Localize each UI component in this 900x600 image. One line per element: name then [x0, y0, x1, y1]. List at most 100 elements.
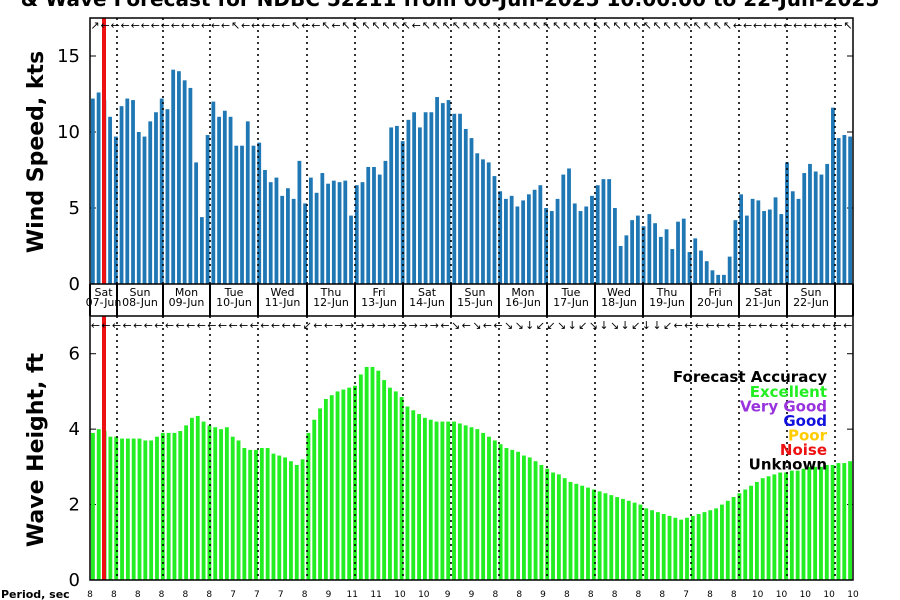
wave-bar [650, 510, 654, 580]
wind-direction-arrow: ↖ [462, 19, 471, 32]
wind-direction-arrow: ← [181, 19, 190, 32]
wind-direction-arrow: ↖ [612, 19, 621, 32]
wind-bar [813, 171, 818, 284]
wave-bar [766, 476, 771, 580]
wind-bar [240, 145, 244, 284]
period-value: 8 [183, 590, 189, 600]
day-label-date: 12-Jun [313, 296, 349, 309]
wind-bar [710, 270, 715, 284]
wind-bar [245, 121, 250, 284]
wind-bar [211, 101, 216, 284]
wind-direction-arrow: ↖ [522, 19, 531, 32]
wave-axis-label: Wave Height, ft [24, 352, 49, 547]
wave-bar [836, 463, 841, 580]
wind-bar [268, 182, 273, 284]
wave-direction-arrow: ← [324, 319, 333, 332]
period-value: 10 [823, 590, 835, 600]
wind-direction-arrow: ↖ [372, 19, 381, 32]
wind-direction-arrow: ← [261, 19, 270, 32]
wind-direction-arrow: ↖ [713, 19, 722, 32]
wave-bar [667, 515, 672, 580]
wind-direction-arrow: ← [412, 19, 421, 32]
wave-bar [219, 429, 223, 580]
wave-bar [364, 366, 369, 580]
wind-bar [762, 211, 766, 284]
wind-direction-arrow: ← [733, 19, 742, 32]
wave-bar [271, 453, 276, 580]
wind-bar [658, 236, 663, 284]
wave-bar [457, 423, 462, 580]
legend-item: Very Good [740, 398, 827, 416]
wave-bar [510, 449, 515, 580]
legend-item: Unknown [749, 456, 827, 474]
day-label-date: 19-Jun [649, 296, 685, 309]
period-value: 7 [254, 590, 260, 600]
wave-bar [242, 448, 247, 580]
wave-direction-arrow: ↙ [546, 319, 555, 332]
day-label-dow: Fri [708, 286, 721, 299]
wind-bar [532, 189, 537, 284]
wind-bar [96, 92, 101, 284]
wind-bar [825, 163, 830, 284]
wind-bar [171, 69, 176, 285]
period-value: 8 [492, 590, 498, 600]
wind-direction-arrow: ↗ [90, 19, 99, 32]
wind-direction-arrow: ↖ [432, 19, 441, 32]
wind-bar [555, 198, 560, 284]
wind-ytick-label: 5 [69, 198, 80, 219]
wind-bar [154, 112, 158, 285]
wave-bar [760, 478, 765, 580]
wind-direction-arrow: ← [823, 19, 832, 32]
wave-ytick-label: 4 [69, 419, 80, 440]
wind-bar [360, 182, 365, 284]
wave-bar [463, 425, 468, 580]
wave-bar [283, 457, 288, 580]
period-value: 9 [540, 590, 546, 600]
wave-bar [318, 408, 322, 580]
wave-bar [329, 395, 334, 580]
wind-direction-arrow: ↖ [552, 19, 561, 32]
wave-frame [89, 315, 854, 581]
wind-direction-arrow: ↖ [402, 19, 411, 32]
wave-bar [731, 497, 736, 580]
period-value: 8 [588, 590, 594, 600]
wind-bar [303, 203, 308, 284]
wave-direction-arrow: ← [727, 319, 736, 332]
wave-ytick-label: 6 [69, 344, 80, 365]
wave-bar [586, 487, 590, 580]
wave-bar [591, 489, 596, 580]
wave-direction-arrow: ↙ [303, 319, 312, 332]
wind-bar [526, 194, 531, 284]
wave-direction-arrow: ← [228, 319, 237, 332]
wind-direction-arrow: ↖ [643, 19, 652, 32]
wind-bar [440, 103, 445, 285]
wind-bar [308, 177, 313, 284]
wave-bar [638, 504, 643, 580]
wave-bar [487, 436, 491, 580]
wind-bar [280, 195, 285, 284]
wind-ytick-label: 10 [57, 122, 80, 143]
wind-direction-arrow: ← [301, 19, 310, 32]
wave-direction-arrow: ← [239, 319, 248, 332]
wind-bar [716, 274, 721, 284]
wind-bar [452, 113, 457, 284]
wind-bar [274, 177, 279, 284]
wave-ytick-label: 0 [69, 570, 80, 591]
wind-ytick-label: 0 [69, 274, 80, 295]
wave-bar [446, 421, 451, 580]
wind-direction-arrow: ↖ [442, 19, 451, 32]
wind-bar [744, 215, 749, 284]
wind-bar [681, 218, 686, 284]
wind-direction-arrow: ↖ [512, 19, 521, 32]
wave-bar [335, 391, 340, 580]
wave-bar [632, 502, 637, 580]
wave-bar [143, 440, 148, 580]
wave-direction-arrow: ← [822, 319, 831, 332]
wave-bar [452, 421, 456, 580]
wave-bar [294, 464, 299, 580]
wind-direction-arrow: ← [201, 19, 210, 32]
wind-bar [664, 229, 669, 284]
wind-bar [733, 220, 738, 284]
wave-direction-arrow: ↘ [472, 319, 481, 332]
